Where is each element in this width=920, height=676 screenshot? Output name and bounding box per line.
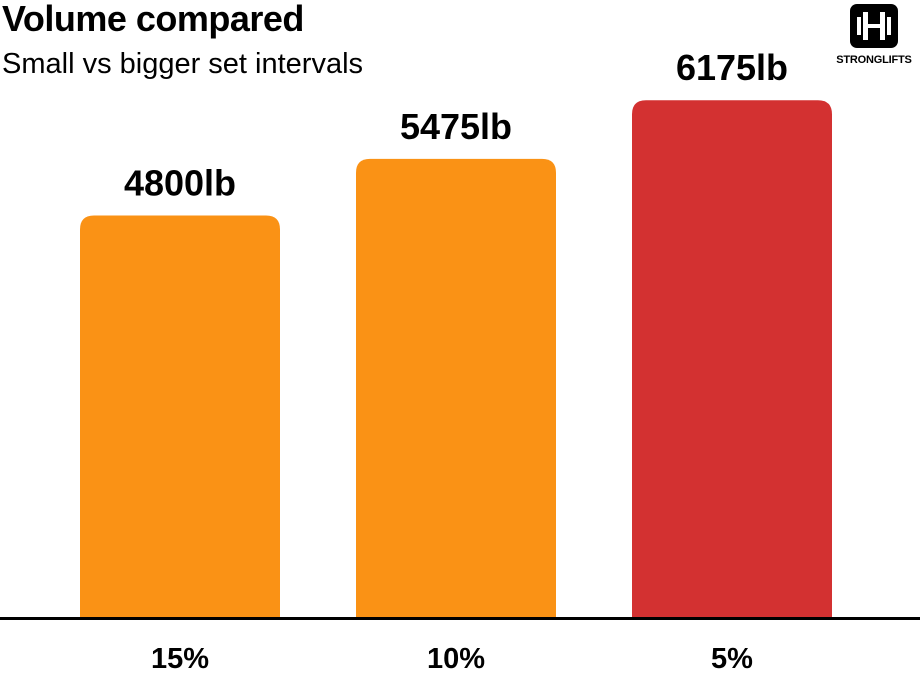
value-label: 5475lb <box>400 106 512 147</box>
barbell-icon <box>850 4 898 48</box>
bar-15pct <box>80 215 280 618</box>
x-tick-label: 10% <box>427 643 485 675</box>
logo-text: STRONGLIFTS <box>836 54 912 66</box>
chart-subtitle: Small vs bigger set intervals <box>2 48 364 80</box>
x-tick-label: 15% <box>151 643 209 675</box>
stronglifts-logo: STRONGLIFTS <box>830 4 918 70</box>
bar-5pct <box>632 100 832 618</box>
value-label: 4800lb <box>124 163 236 204</box>
chart-title: Volume compared <box>2 0 304 39</box>
value-label: 6175lb <box>676 47 788 88</box>
x-axis-line <box>0 617 920 620</box>
bar-10pct <box>356 158 556 618</box>
x-tick-label: 5% <box>711 643 753 675</box>
